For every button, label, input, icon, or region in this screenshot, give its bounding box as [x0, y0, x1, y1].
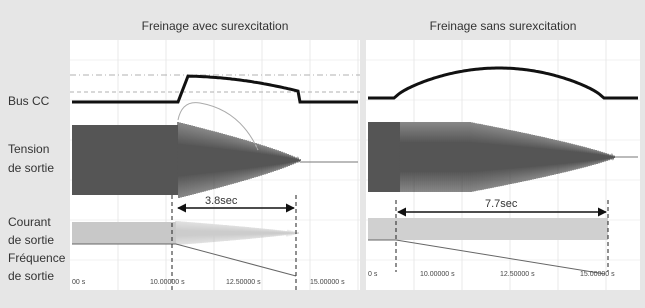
panel-title: Freinage sans surexcitation [430, 19, 577, 33]
current-band [368, 218, 608, 240]
trace-label: Tension [8, 142, 49, 156]
voltage-band [368, 122, 400, 192]
current-band [72, 222, 176, 244]
trace-label: Courant [8, 215, 51, 229]
time-label: 12.50000 s [226, 279, 261, 286]
duration-label: 7.7sec [485, 198, 518, 210]
trace-label: de sortie [8, 161, 54, 175]
time-label: 10.00000 s [420, 271, 455, 278]
time-label: 00 s [72, 279, 86, 286]
time-label: 0 s [368, 271, 378, 278]
time-label: 15.00000 s [580, 271, 615, 278]
panel-title: Freinage avec surexcitation [142, 19, 289, 33]
time-label: 10.00000 s [150, 279, 185, 286]
time-label: 12.50000 s [500, 271, 535, 278]
figure: Freinage avec surexcitation Freinage san… [0, 0, 645, 308]
time-label: 15.00000 s [310, 279, 345, 286]
duration-label: 3.8sec [205, 195, 238, 207]
trace-label: Fréquence [8, 251, 66, 265]
trace-label: de sortie [8, 269, 54, 283]
trace-label: de sortie [8, 233, 54, 247]
voltage-band [72, 125, 178, 195]
trace-label: Bus CC [8, 94, 50, 108]
